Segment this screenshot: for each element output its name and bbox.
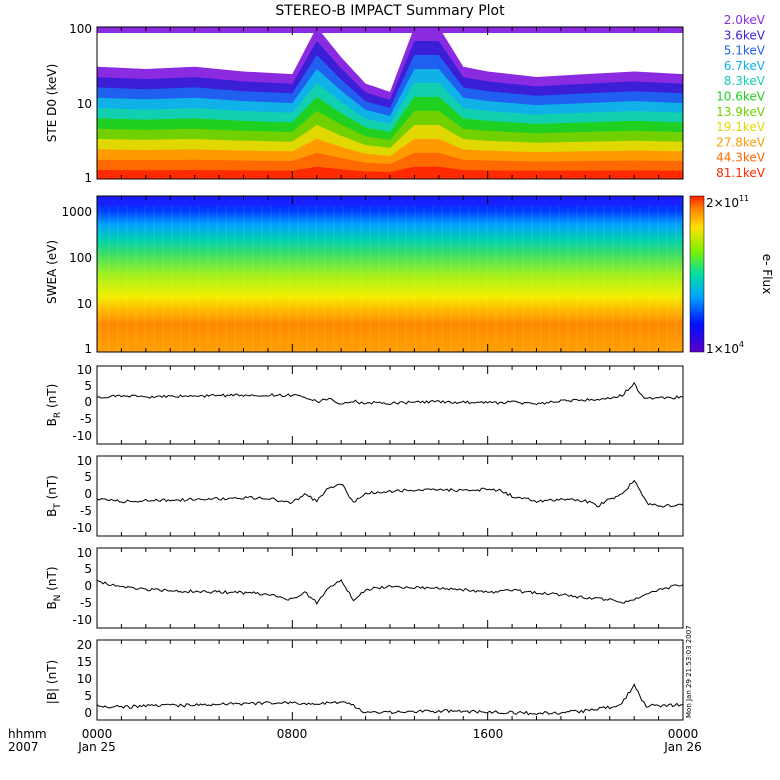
bmag-ytick-15: 15 xyxy=(77,655,92,669)
bn-trace xyxy=(96,579,684,605)
ste-legend-item: 3.6keV xyxy=(724,28,766,42)
bt-ytick-5: 5 xyxy=(84,470,92,484)
bmag-panel: 20 15 10 5 0 |B| (nT) xyxy=(45,638,684,721)
bmag-ytick-20: 20 xyxy=(77,638,92,652)
bt-ytick-m10: -10 xyxy=(72,521,92,535)
br-panel: 10 5 0 -5 -10 BR (nT) xyxy=(45,363,684,445)
generation-timestamp: Mon Jan 29 21:53:03 2007 xyxy=(685,625,693,718)
swea-texture xyxy=(99,206,677,352)
ste-legend-item: 8.3keV xyxy=(724,74,766,88)
br-ytick-0: 0 xyxy=(84,395,92,409)
bt-frame xyxy=(96,455,684,537)
bt-panel: 10 5 0 -5 -10 BT (nT) xyxy=(45,454,684,537)
bn-ytick-0: 0 xyxy=(84,579,92,593)
bn-ylabel: BN (nT) xyxy=(45,566,63,609)
bmag-ytick-5: 5 xyxy=(84,689,92,703)
bn-ytick-5: 5 xyxy=(84,562,92,576)
bmag-ylabel: |B| (nT) xyxy=(45,660,59,704)
bt-trace xyxy=(96,479,684,508)
swea-ytick-1: 1 xyxy=(84,342,92,356)
ste-legend-item: 81.1keV xyxy=(716,166,766,180)
br-ylabel: BR (nT) xyxy=(45,384,63,427)
ste-legend-item: 6.7keV xyxy=(724,59,766,73)
time-axis-label-year: 2007 xyxy=(8,740,39,754)
swea-heatmap xyxy=(97,196,683,352)
ste-ytick-100: 100 xyxy=(69,22,92,36)
bn-ytick-m5: -5 xyxy=(80,596,92,610)
time-tick-3-date: Jan 26 xyxy=(663,740,702,754)
bn-ytick-10: 10 xyxy=(77,546,92,560)
colorbar-max-label: 2×1011 xyxy=(706,194,749,210)
br-trace xyxy=(96,381,684,406)
time-tick-3: 0000 xyxy=(668,727,699,741)
br-ytick-5: 5 xyxy=(84,379,92,393)
bt-ytick-10: 10 xyxy=(77,454,92,468)
bt-ytick-m5: -5 xyxy=(80,504,92,518)
time-axis: hhmm 2007 0000 Jan 25 0800 1600 0000 Jan… xyxy=(8,727,702,754)
colorbar xyxy=(689,195,705,353)
swea-ytick-10: 10 xyxy=(77,297,92,311)
bt-ytick-0: 0 xyxy=(84,487,92,501)
swea-ylabel: SWEA (eV) xyxy=(45,240,59,304)
bmag-ytick-0: 0 xyxy=(84,706,92,720)
ste-ytick-10: 10 xyxy=(77,97,92,111)
br-ytick-m5: -5 xyxy=(80,412,92,426)
ste-legend-item: 10.6keV xyxy=(716,90,766,104)
bn-panel: 10 5 0 -5 -10 BN (nT) xyxy=(45,546,684,629)
bn-frame xyxy=(96,547,684,629)
time-tick-2: 1600 xyxy=(473,727,504,741)
ste-legend-item: 27.8keV xyxy=(716,135,766,149)
ste-legend-item: 19.1keV xyxy=(716,120,766,134)
plot-title: STEREO-B IMPACT Summary Plot xyxy=(275,3,505,19)
ste-legend-item: 2.0keV xyxy=(724,13,766,27)
bmag-frame xyxy=(96,639,684,721)
time-tick-0: 0000 xyxy=(82,727,113,741)
br-ytick-10: 10 xyxy=(77,363,92,377)
bmag-ytick-10: 10 xyxy=(77,672,92,686)
ste-legend-item: 44.3keV xyxy=(716,151,766,165)
swea-ytick-100: 100 xyxy=(69,251,92,265)
bn-ytick-m10: -10 xyxy=(72,613,92,627)
time-tick-0-date: Jan 25 xyxy=(77,740,116,754)
swea-panel: 1000 100 10 1 SWEA (eV) 2×1011 1×104 e- … xyxy=(45,194,774,356)
bt-ylabel: BT (nT) xyxy=(45,475,63,517)
ste-legend-item: 5.1keV xyxy=(724,44,766,58)
ste-legend-item: 13.9keV xyxy=(716,105,766,119)
br-ytick-m10: -10 xyxy=(72,429,92,443)
colorbar-label: e- Flux xyxy=(760,254,774,294)
time-tick-1: 0800 xyxy=(277,727,308,741)
swea-top-band xyxy=(97,196,683,206)
ste-ylabel: STE D0 (keV) xyxy=(45,64,59,143)
ste-ytick-1: 1 xyxy=(84,171,92,185)
colorbar-min-label: 1×104 xyxy=(706,340,744,356)
time-axis-label-hhmm: hhmm xyxy=(8,727,47,741)
bmag-trace xyxy=(96,683,683,716)
swea-ytick-1000: 1000 xyxy=(61,205,92,219)
